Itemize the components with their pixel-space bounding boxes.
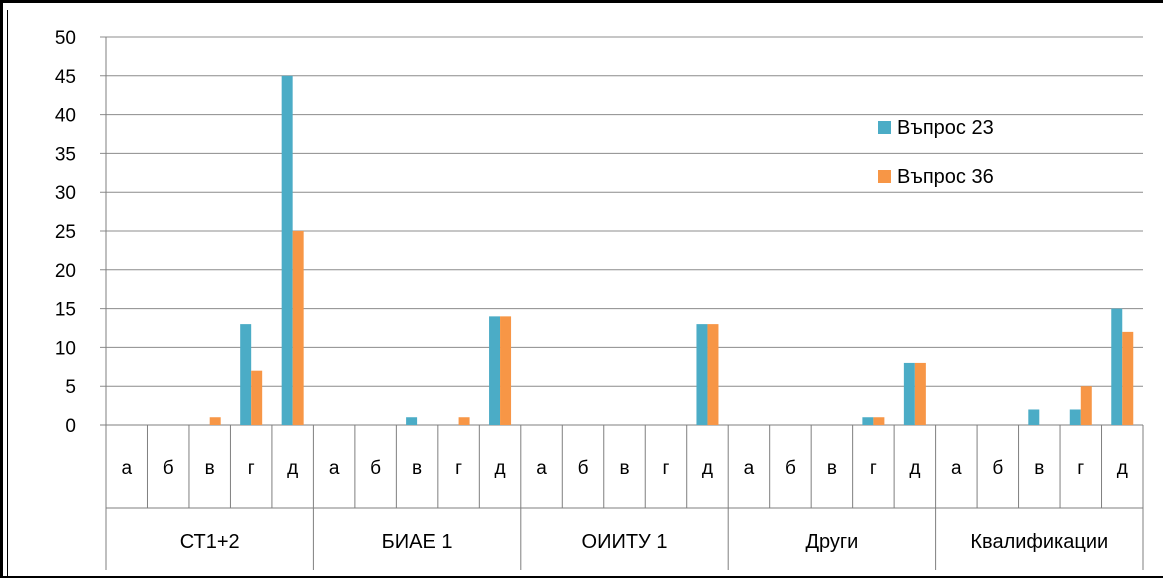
bar-series-2 [500, 316, 512, 425]
y-tick-label: 30 [55, 183, 76, 204]
bar-series-1 [281, 75, 293, 426]
bar-series-1 [1069, 409, 1081, 425]
y-tick-label: 25 [55, 222, 76, 243]
bar-series-2 [292, 231, 304, 425]
category-label: а [744, 458, 755, 479]
legend-label-series-1: Въпрос 23 [897, 117, 994, 139]
bar-series-2 [1122, 331, 1134, 425]
bar-series-1 [903, 362, 915, 425]
bar-series-2 [209, 417, 221, 425]
bar-series-2 [1080, 386, 1092, 425]
group-label: СТ1+2 [180, 531, 240, 553]
category-label: в [412, 458, 422, 479]
legend-swatch-series-2 [878, 170, 891, 183]
group-label: ОИИТУ 1 [582, 531, 668, 553]
bar-series-2 [251, 370, 263, 425]
category-label: а [536, 458, 547, 479]
category-label: г [248, 458, 255, 479]
group-label: Квалификации [970, 531, 1108, 553]
bar-series-1 [240, 324, 252, 425]
group-label: Други [805, 531, 858, 553]
category-label: в [205, 458, 215, 479]
frame-left-border [0, 0, 3, 578]
bar-series-1 [489, 316, 501, 425]
bar-series-1 [862, 417, 874, 425]
y-tick-label: 50 [55, 28, 76, 49]
category-label: г [1077, 458, 1084, 479]
y-tick-label: 35 [55, 144, 76, 165]
bar-series-2 [707, 324, 719, 425]
y-tick-label: 20 [55, 261, 76, 282]
category-label: а [951, 458, 962, 479]
category-label: д [495, 458, 506, 479]
bar-series-1 [1028, 409, 1040, 425]
y-tick-label: 10 [55, 338, 76, 359]
category-label: г [455, 458, 462, 479]
category-label: б [370, 458, 381, 479]
bar-series-1 [406, 417, 418, 425]
axis-labels: 0 5 10 15 20 25 30 35 40 45 50 а б в г д а б в г д а б в г д а б в г д… [55, 28, 1128, 553]
axes [105, 37, 1144, 570]
category-label: д [909, 458, 920, 479]
bar-series-2 [873, 417, 885, 425]
y-tick-label: 40 [55, 106, 76, 127]
category-label: в [827, 458, 837, 479]
legend: Въпрос 23 Въпрос 36 [878, 117, 994, 188]
group-label: БИАЕ 1 [382, 531, 453, 553]
grid-lines [100, 36, 1143, 426]
category-label: б [785, 458, 796, 479]
category-label: г [870, 458, 877, 479]
category-label: д [1117, 458, 1128, 479]
bar-series-2 [458, 417, 470, 425]
legend-swatch-series-1 [878, 121, 891, 134]
category-label: в [1034, 458, 1044, 479]
category-label: д [702, 458, 713, 479]
y-tick-label: 5 [65, 377, 76, 398]
bars [209, 75, 1134, 426]
frame-inner-border [7, 10, 8, 578]
category-label: г [663, 458, 670, 479]
bar-series-1 [696, 324, 708, 425]
frame-top-border [0, 0, 1163, 3]
category-label: б [578, 458, 589, 479]
category-label: а [121, 458, 132, 479]
category-label: д [287, 458, 298, 479]
bar-series-1 [1111, 308, 1123, 425]
y-tick-label: 0 [65, 416, 76, 437]
legend-label-series-2: Въпрос 36 [897, 166, 994, 188]
category-label: б [992, 458, 1003, 479]
y-tick-label: 15 [55, 300, 76, 321]
category-label: в [619, 458, 629, 479]
category-label: б [163, 458, 174, 479]
bar-series-2 [914, 362, 926, 425]
frame-bottom-border [0, 576, 1163, 578]
category-label: а [329, 458, 340, 479]
y-tick-label: 45 [55, 67, 76, 88]
